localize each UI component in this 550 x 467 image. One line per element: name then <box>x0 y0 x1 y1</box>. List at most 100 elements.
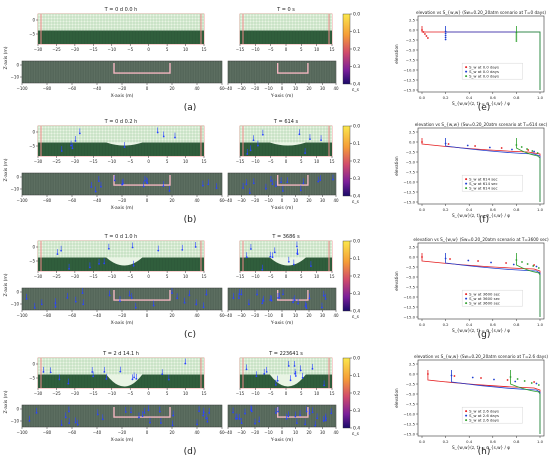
tick-label: 0 <box>146 86 149 91</box>
tick-label: 20 <box>169 313 175 318</box>
profile-marker <box>515 32 518 34</box>
tick-label: 20 <box>306 86 312 91</box>
flow-arrow-head <box>293 365 296 367</box>
flow-arrow-head <box>135 377 138 380</box>
legend-box <box>461 406 523 424</box>
flow-arrow-head <box>138 416 140 419</box>
profile-marker <box>523 380 526 382</box>
legend-marker <box>465 182 468 185</box>
tick-label: −15.0 <box>403 200 415 205</box>
flow-arrow-head <box>320 139 322 142</box>
profile-marker <box>427 37 429 39</box>
tick-label: 0 <box>146 313 149 318</box>
tick-label: 0 <box>16 290 19 295</box>
tick-label: 30 <box>320 313 326 318</box>
flow-arrow-head <box>82 303 85 306</box>
legend-entry: S_w at 3600 sec <box>469 296 500 301</box>
tick-label: 0 <box>146 430 149 435</box>
legend-entry: S_w at 0.0 days <box>469 65 499 70</box>
tick-label: −10.0 <box>403 68 415 73</box>
profile-marker <box>480 377 482 379</box>
tick-label: 5 <box>166 391 169 396</box>
tick-label: −7.5 <box>406 285 416 290</box>
figure-row-0: T = 0 d 0.0 h −30 −25 −20 −15 −10 −5 0 5 10 15 0 −5 −… <box>3 7 546 113</box>
tick-label: 0 <box>285 159 288 164</box>
profile-marker <box>536 152 539 154</box>
flow-arrow-head <box>195 303 198 306</box>
trench-outline <box>276 175 309 186</box>
flow-arrow-head <box>202 414 205 417</box>
flow-arrow-head <box>301 376 304 379</box>
tick-label: 10 <box>293 86 299 91</box>
tick-label: −10 <box>11 75 20 80</box>
y-axis-label: Y-axis (m) <box>270 437 293 443</box>
tick-label: −12.5 <box>403 78 415 83</box>
flow-arrow-head <box>263 372 266 375</box>
profile-marker <box>531 150 534 152</box>
flow-arrow-head <box>161 373 164 376</box>
tick-label: 15 <box>329 274 335 279</box>
flow-arrow-head <box>171 292 173 295</box>
soil-region <box>240 30 332 44</box>
flow-arrow-head <box>297 302 299 305</box>
tick-label: −12.5 <box>403 422 415 427</box>
tick-label: −40 <box>93 313 102 318</box>
z-axis-label: Z-axis (m) <box>3 46 9 69</box>
tick-label: 0 <box>32 130 35 135</box>
flow-arrow-head <box>252 182 255 185</box>
flow-arrow-head <box>68 267 70 270</box>
flow-arrow-head <box>215 187 218 190</box>
profile-marker <box>444 30 447 33</box>
tick-label: −10 <box>251 391 260 396</box>
tick-label: 0.4 <box>353 194 360 200</box>
flow-arrow-head <box>128 294 131 297</box>
tick-label: 0 <box>147 47 150 52</box>
flow-arrow-head <box>293 299 296 302</box>
profile-marker <box>424 33 426 35</box>
tick-label: 0.3 <box>353 64 360 70</box>
legend-entry: S_w at 614 sec <box>469 177 498 182</box>
profile-marker <box>447 143 450 145</box>
profile-series <box>451 370 541 434</box>
flow-arrow-head <box>92 375 95 378</box>
flow-arrow-head <box>245 368 248 371</box>
flow-arrow-head <box>244 412 246 415</box>
tick-label: 0.0 <box>419 95 426 100</box>
flow-arrow-head <box>271 183 274 186</box>
panel-letter: (c) <box>184 330 196 340</box>
tick-label: −15 <box>236 47 245 52</box>
tick-label: −100 <box>17 430 28 435</box>
profile-series <box>516 138 541 202</box>
tick-label: 0.0 <box>353 239 360 245</box>
mesh-frame <box>227 404 337 428</box>
flow-arrow-head <box>240 293 243 296</box>
profile-marker <box>533 150 535 153</box>
y-axis-label: Y-axis (m) <box>270 205 293 211</box>
flow-arrow-head <box>96 413 99 416</box>
flow-arrow-head <box>258 420 261 423</box>
flow-arrow-head <box>281 190 284 192</box>
tick-label: −15.0 <box>403 432 415 437</box>
tick-label: −10.0 <box>403 295 415 300</box>
profile-marker <box>515 259 518 261</box>
flow-arrow-head <box>287 415 290 418</box>
flow-arrow-head <box>245 256 248 259</box>
profile-marker <box>421 256 423 258</box>
tick-label: −10 <box>264 313 273 318</box>
profile-marker <box>444 36 447 39</box>
mid-panel-title: T = 3686 s <box>271 234 300 240</box>
flow-arrow-head <box>74 421 77 424</box>
tick-label: 0 <box>32 245 35 250</box>
flow-arrow-head <box>66 296 69 299</box>
tick-label: 5 <box>300 47 303 52</box>
tick-label: 20 <box>169 86 175 91</box>
grid-background <box>240 241 332 258</box>
y-axis-label: Y-axis (m) <box>270 93 293 99</box>
tick-label: 0.0 <box>409 255 416 260</box>
flow-arrow-head <box>232 297 235 300</box>
z-axis-label: Z-axis (m) <box>3 158 9 181</box>
flow-arrow-head <box>246 153 249 155</box>
tick-label: 1.0 <box>537 439 544 444</box>
tick-label: −60 <box>68 430 77 435</box>
flow-arrow-head <box>58 378 61 381</box>
